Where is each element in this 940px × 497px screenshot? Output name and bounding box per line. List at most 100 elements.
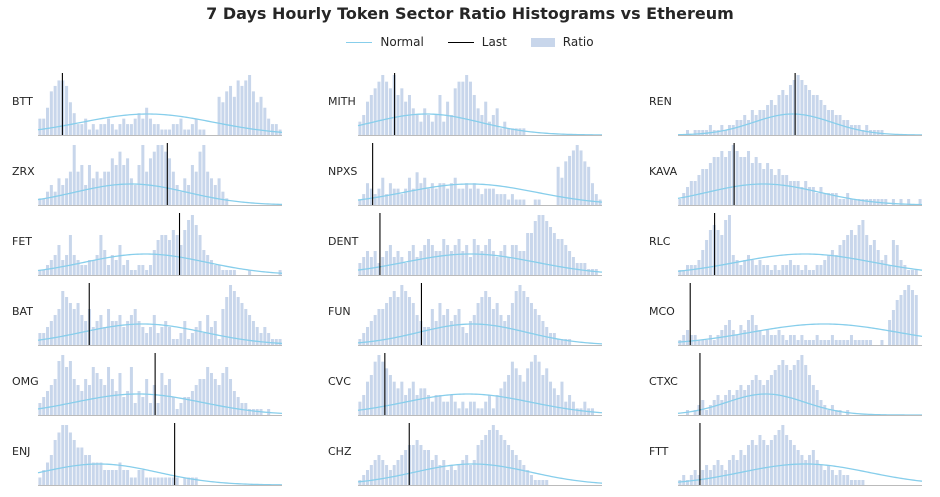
hist-bar-npxs bbox=[583, 161, 587, 205]
hist-bar-cvc bbox=[438, 395, 442, 415]
hist-bar-omg bbox=[152, 385, 156, 415]
hist-bar-ftt bbox=[808, 455, 812, 485]
hist-bar-cvc bbox=[571, 401, 575, 415]
hist-bar-npxs bbox=[453, 177, 457, 205]
hist-bar-rlc bbox=[819, 265, 823, 275]
hist-bar-kava bbox=[884, 199, 888, 205]
hist-bar-cvc bbox=[366, 381, 370, 415]
hist-bar-kava bbox=[899, 199, 903, 205]
hist-bar-omg bbox=[206, 367, 210, 415]
hist-bar-mco bbox=[705, 340, 709, 345]
hist-bar-btt bbox=[270, 124, 274, 135]
hist-bar-cvc bbox=[529, 361, 533, 415]
hist-bar-fun bbox=[381, 309, 385, 345]
hist-bar-ctxc bbox=[777, 365, 781, 415]
hist-bar-omg bbox=[232, 391, 236, 415]
hist-bar-fun bbox=[415, 315, 419, 345]
hist-bar-dent bbox=[453, 245, 457, 275]
hist-bar-btt bbox=[190, 124, 194, 135]
hist-bar-mith bbox=[488, 121, 492, 135]
hist-bar-cvc bbox=[488, 395, 492, 415]
hist-bar-dent bbox=[537, 215, 541, 275]
hist-bar-fet bbox=[49, 260, 53, 275]
hist-bar-cvc bbox=[396, 388, 400, 415]
hist-bar-bat bbox=[183, 321, 187, 345]
hist-bar-kava bbox=[708, 163, 712, 205]
hist-bar-cvc bbox=[449, 395, 453, 415]
hist-bar-rlc bbox=[705, 240, 709, 275]
hist-bar-btt bbox=[251, 91, 255, 135]
hist-bar-fun bbox=[541, 321, 545, 345]
hist-bar-zrx bbox=[209, 178, 213, 205]
hist-bar-bat bbox=[206, 315, 210, 345]
hist-bar-fun bbox=[529, 303, 533, 345]
hist-bar-cvc bbox=[518, 375, 522, 415]
hist-bar-btt bbox=[148, 118, 152, 135]
hist-bar-ctxc bbox=[838, 410, 842, 415]
panel-label-kava: KAVA bbox=[649, 165, 678, 178]
hist-bar-kava bbox=[834, 193, 838, 205]
hist-bar-ren bbox=[804, 85, 808, 135]
hist-bar-chz bbox=[484, 435, 488, 485]
hist-bar-ren bbox=[697, 130, 701, 135]
hist-bar-kava bbox=[712, 157, 716, 205]
hist-bar-omg bbox=[148, 403, 152, 415]
hist-bar-npxs bbox=[575, 145, 579, 205]
hist-bar-dent bbox=[461, 251, 465, 275]
hist-bar-mco bbox=[834, 340, 838, 345]
hist-bar-zrx bbox=[65, 178, 69, 205]
hist-bar-chz bbox=[411, 445, 415, 485]
hist-bar-kava bbox=[731, 145, 735, 205]
hist-bar-npxs bbox=[373, 194, 377, 205]
hist-bar-ftt bbox=[853, 480, 857, 485]
hist-bar-dent bbox=[366, 251, 370, 275]
chart-title: 7 Days Hourly Token Sector Ratio Histogr… bbox=[206, 4, 734, 23]
hist-bar-cvc bbox=[552, 388, 556, 415]
hist-bar-ftt bbox=[815, 460, 819, 485]
panel-npxs: NPXS bbox=[328, 143, 603, 206]
hist-bar-omg bbox=[164, 385, 168, 415]
hist-bar-mith bbox=[358, 121, 362, 135]
hist-bar-btt bbox=[183, 129, 187, 135]
hist-bar-mco bbox=[800, 335, 804, 345]
hist-bar-cvc bbox=[453, 401, 457, 415]
hist-bar-chz bbox=[373, 460, 377, 485]
hist-bar-ren bbox=[747, 120, 751, 135]
hist-bar-ftt bbox=[758, 435, 762, 485]
hist-bar-chz bbox=[396, 460, 400, 485]
hist-bar-zrx bbox=[87, 165, 91, 205]
hist-bar-dent bbox=[526, 233, 530, 275]
hist-bar-ftt bbox=[811, 450, 815, 485]
hist-bar-mco bbox=[731, 330, 735, 345]
hist-bar-mco bbox=[895, 300, 899, 345]
hist-bar-mco bbox=[823, 340, 827, 345]
hist-bar-chz bbox=[518, 460, 522, 485]
hist-bar-ctxc bbox=[712, 400, 716, 415]
hist-bar-zrx bbox=[137, 165, 141, 205]
hist-bar-cvc bbox=[465, 408, 469, 415]
hist-bar-npxs bbox=[381, 177, 385, 205]
hist-bar-npxs bbox=[468, 188, 472, 205]
hist-bar-mco bbox=[857, 340, 861, 345]
hist-bar-zrx bbox=[129, 178, 133, 205]
hist-bar-ren bbox=[708, 125, 712, 135]
hist-bar-enj bbox=[53, 440, 57, 485]
panel-fun: FUN bbox=[328, 283, 603, 346]
hist-bar-mco bbox=[785, 340, 789, 345]
hist-bar-mith bbox=[366, 101, 370, 135]
hist-bar-enj bbox=[175, 477, 179, 485]
normal-curve-mith bbox=[357, 113, 603, 136]
hist-bar-chz bbox=[430, 460, 434, 485]
hist-bar-btt bbox=[240, 85, 244, 135]
hist-bar-fet bbox=[198, 235, 202, 275]
hist-bar-fet bbox=[110, 255, 114, 275]
hist-bar-fun bbox=[427, 327, 431, 345]
panel-label-rlc: RLC bbox=[649, 235, 671, 248]
hist-bar-chz bbox=[453, 470, 457, 485]
hist-bar-omg bbox=[129, 367, 133, 415]
hist-bar-dent bbox=[579, 263, 583, 275]
hist-bar-kava bbox=[689, 181, 693, 205]
hist-bar-ctxc bbox=[731, 395, 735, 415]
hist-bar-omg bbox=[248, 409, 252, 415]
